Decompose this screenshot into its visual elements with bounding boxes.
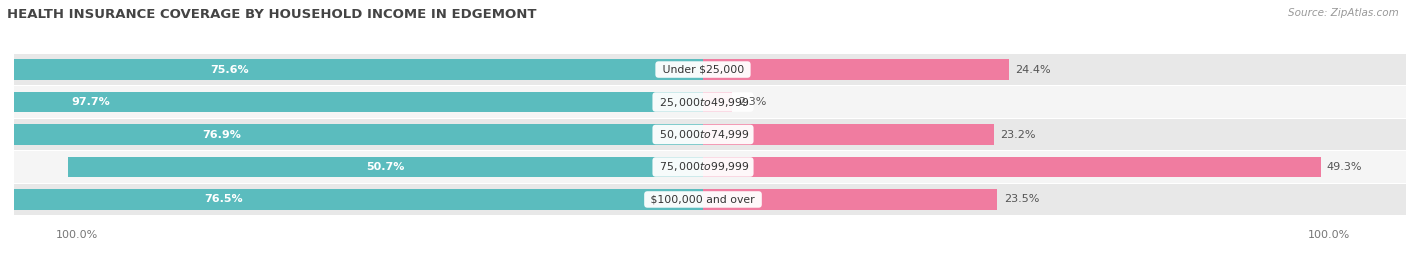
Text: 23.5%: 23.5% (1004, 194, 1039, 204)
Text: $50,000 to $74,999: $50,000 to $74,999 (655, 128, 751, 141)
Bar (67, 157, 703, 177)
Text: $100,000 and over: $100,000 and over (647, 194, 759, 204)
Bar (703, 59, 1008, 80)
Text: 76.9%: 76.9% (202, 129, 240, 140)
Bar (0, 125, 703, 144)
Bar (14, 151, 1406, 183)
Text: 23.2%: 23.2% (1000, 129, 1035, 140)
Text: 75.6%: 75.6% (211, 65, 249, 75)
Text: Under $25,000: Under $25,000 (658, 65, 748, 75)
Text: HEALTH INSURANCE COVERAGE BY HOUSEHOLD INCOME IN EDGEMONT: HEALTH INSURANCE COVERAGE BY HOUSEHOLD I… (7, 8, 537, 21)
Bar (14, 86, 1406, 118)
Text: 76.5%: 76.5% (204, 194, 243, 204)
Bar (14, 119, 1406, 150)
Bar (703, 125, 994, 144)
Bar (0, 59, 703, 80)
Bar (14, 54, 1406, 85)
Bar (703, 157, 1320, 177)
Text: 2.3%: 2.3% (738, 97, 766, 107)
Text: 50.7%: 50.7% (367, 162, 405, 172)
Text: 24.4%: 24.4% (1015, 65, 1050, 75)
Bar (703, 189, 997, 210)
Text: $25,000 to $49,999: $25,000 to $49,999 (655, 95, 751, 108)
Bar (14, 184, 1406, 215)
Bar (0, 92, 703, 112)
Text: Source: ZipAtlas.com: Source: ZipAtlas.com (1288, 8, 1399, 18)
Text: 49.3%: 49.3% (1327, 162, 1362, 172)
Text: $75,000 to $99,999: $75,000 to $99,999 (655, 161, 751, 174)
Text: 97.7%: 97.7% (72, 97, 111, 107)
Bar (0, 189, 703, 210)
Bar (703, 92, 731, 112)
